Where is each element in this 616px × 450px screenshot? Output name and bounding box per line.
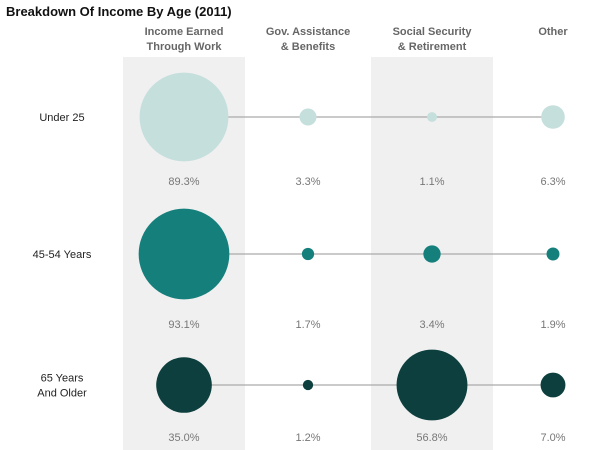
value-label: 7.0% bbox=[540, 432, 565, 444]
bubble bbox=[427, 112, 437, 122]
column-header: Income Earned bbox=[145, 26, 224, 38]
value-label: 3.4% bbox=[419, 319, 444, 331]
value-label: 1.1% bbox=[419, 176, 444, 188]
value-label: 1.2% bbox=[295, 432, 320, 444]
bubble bbox=[396, 349, 468, 421]
bubble bbox=[299, 108, 317, 126]
value-label: 93.1% bbox=[168, 319, 199, 331]
row-label: 45-54 Years bbox=[33, 249, 92, 261]
value-label: 56.8% bbox=[416, 432, 447, 444]
bubble bbox=[301, 247, 315, 261]
value-label: 1.9% bbox=[540, 319, 565, 331]
chart-title: Breakdown Of Income By Age (2011) bbox=[6, 4, 232, 19]
value-label: 89.3% bbox=[168, 176, 199, 188]
value-label: 35.0% bbox=[168, 432, 199, 444]
bubble bbox=[540, 372, 566, 398]
row-label: And Older bbox=[37, 388, 87, 400]
column-header: Other bbox=[538, 26, 568, 38]
bubble bbox=[138, 208, 230, 300]
value-label: 3.3% bbox=[295, 176, 320, 188]
column-header: Gov. Assistance bbox=[266, 26, 350, 38]
bubble bbox=[156, 357, 212, 413]
bubble bbox=[541, 105, 565, 129]
column-header: Through Work bbox=[147, 41, 223, 53]
value-label: 6.3% bbox=[540, 176, 565, 188]
row-label: Under 25 bbox=[39, 112, 84, 124]
bubble bbox=[546, 247, 560, 261]
column-header: Social Security bbox=[393, 26, 473, 38]
bubble bbox=[423, 245, 441, 263]
column-header: & Benefits bbox=[281, 41, 335, 53]
bubble bbox=[302, 379, 314, 391]
bubble bbox=[139, 72, 229, 162]
value-label: 1.7% bbox=[295, 319, 320, 331]
row-label: 65 Years bbox=[41, 373, 84, 385]
column-header: & Retirement bbox=[398, 41, 467, 53]
